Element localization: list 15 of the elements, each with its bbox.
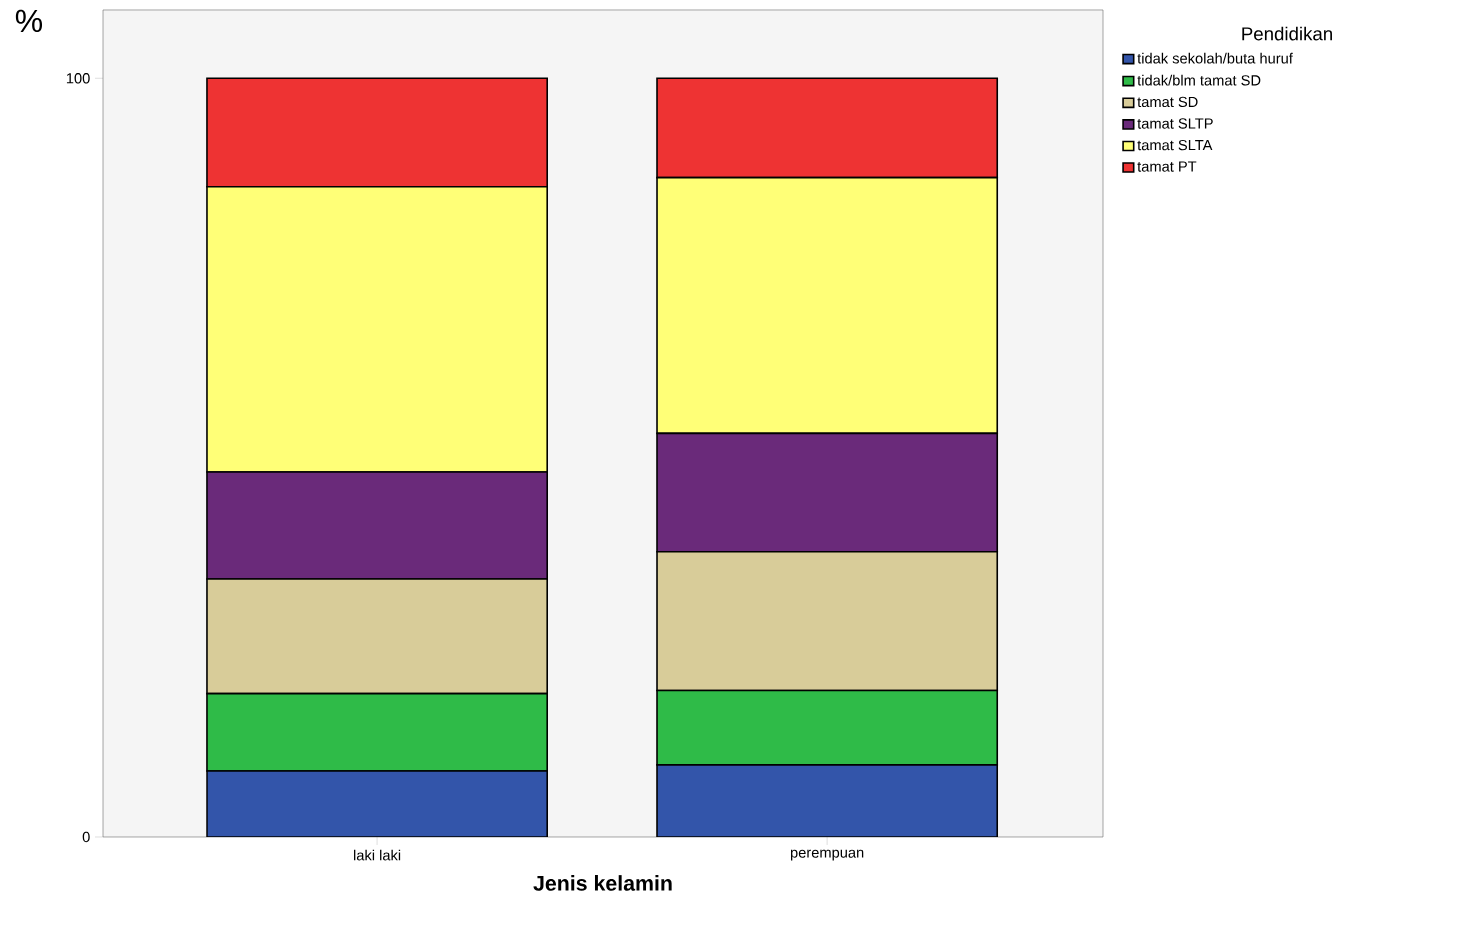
y-axis-title: %	[15, 9, 43, 33]
legend-label: tidak/blm tamat SD	[1137, 74, 1261, 86]
x-tick-label: laki laki	[354, 849, 401, 861]
legend-label: tidak sekolah/buta huruf	[1137, 52, 1293, 64]
bar	[656, 764, 999, 837]
bar	[206, 770, 548, 837]
x-tick-label: perempuan	[790, 849, 864, 861]
legend-label: tamat SLTA	[1137, 139, 1213, 151]
legend-label: tamat PT	[1137, 161, 1197, 172]
legend-label: tamat SLTP	[1137, 118, 1213, 129]
y-tick-label: 100	[66, 73, 90, 84]
x-axis-title: Jenis kelamin	[533, 875, 672, 891]
legend-title: Pendidikan	[1242, 26, 1332, 41]
y-tick-label: 0	[82, 831, 90, 843]
legend-label: tamat SD	[1137, 96, 1198, 108]
